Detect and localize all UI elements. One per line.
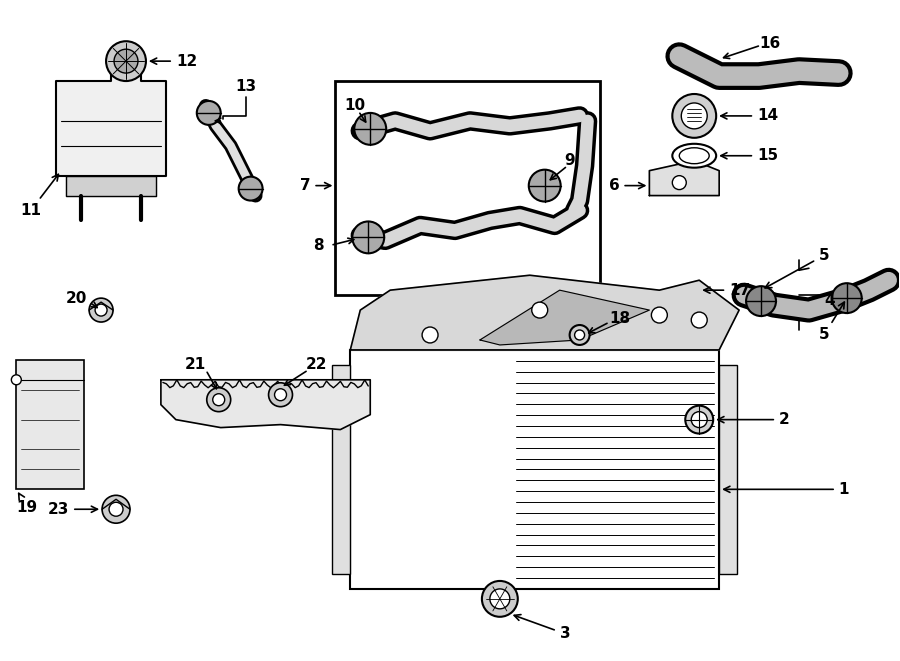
Text: 12: 12	[150, 54, 197, 69]
Polygon shape	[67, 176, 156, 196]
Text: 20: 20	[66, 291, 86, 305]
Text: 11: 11	[21, 175, 58, 218]
Text: 14: 14	[721, 108, 778, 124]
Text: 16: 16	[759, 36, 780, 51]
Text: 1: 1	[724, 482, 850, 497]
Circle shape	[238, 176, 263, 200]
Circle shape	[529, 170, 561, 202]
Circle shape	[106, 41, 146, 81]
Circle shape	[212, 394, 225, 406]
Text: 5: 5	[819, 302, 844, 342]
Circle shape	[672, 176, 687, 190]
Text: 6: 6	[608, 178, 644, 193]
Bar	[332, 365, 350, 574]
Text: 2: 2	[718, 412, 789, 427]
Text: 18: 18	[609, 311, 631, 326]
Circle shape	[681, 103, 707, 129]
Bar	[16, 360, 84, 489]
Text: 4: 4	[824, 293, 834, 307]
Circle shape	[832, 283, 861, 313]
Text: 9: 9	[564, 153, 575, 168]
Circle shape	[652, 307, 667, 323]
Circle shape	[109, 502, 123, 516]
Circle shape	[352, 221, 384, 253]
Circle shape	[207, 388, 230, 412]
Text: 13: 13	[235, 79, 256, 94]
Polygon shape	[480, 290, 650, 345]
Circle shape	[532, 302, 548, 318]
Text: 10: 10	[345, 98, 366, 114]
Circle shape	[691, 312, 707, 328]
Polygon shape	[161, 380, 370, 430]
Circle shape	[355, 113, 386, 145]
Circle shape	[746, 286, 776, 316]
Polygon shape	[650, 161, 719, 196]
Polygon shape	[56, 66, 166, 176]
Circle shape	[490, 589, 509, 609]
Text: 7: 7	[300, 178, 330, 193]
Circle shape	[574, 330, 585, 340]
Text: 19: 19	[16, 493, 38, 515]
Ellipse shape	[672, 144, 716, 168]
Circle shape	[570, 325, 590, 345]
Text: 3: 3	[514, 615, 571, 641]
Text: 15: 15	[721, 148, 778, 163]
Circle shape	[268, 383, 292, 407]
Bar	[719, 365, 737, 574]
Circle shape	[274, 389, 286, 401]
Circle shape	[89, 298, 113, 322]
Text: 22: 22	[305, 358, 327, 372]
Text: 23: 23	[48, 502, 97, 517]
Circle shape	[691, 412, 707, 428]
Circle shape	[672, 94, 716, 137]
Circle shape	[102, 495, 130, 524]
Polygon shape	[350, 275, 739, 350]
Circle shape	[685, 406, 713, 434]
Text: 5: 5	[765, 248, 830, 288]
Text: 17: 17	[704, 283, 751, 297]
Bar	[336, 81, 599, 295]
Circle shape	[95, 304, 107, 316]
Circle shape	[114, 49, 138, 73]
Text: 8: 8	[313, 238, 324, 253]
Ellipse shape	[680, 148, 709, 164]
Text: 21: 21	[185, 358, 206, 372]
Circle shape	[482, 581, 517, 617]
Circle shape	[197, 101, 220, 125]
Bar	[350, 350, 719, 589]
Circle shape	[422, 327, 438, 343]
Circle shape	[12, 375, 22, 385]
